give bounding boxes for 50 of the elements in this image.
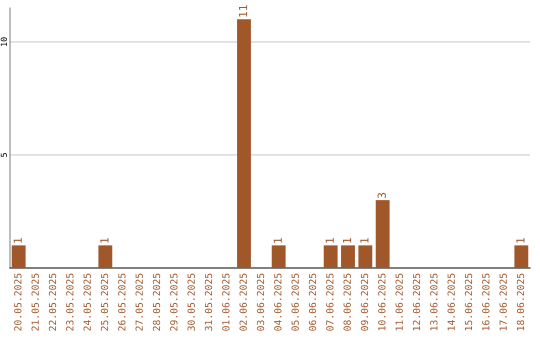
- data-label: 1: [14, 238, 22, 243]
- x-tick-label: 13.06.2025: [430, 274, 438, 330]
- data-label: 1: [342, 238, 352, 243]
- bar: [237, 19, 251, 268]
- data-label: 1: [360, 238, 368, 243]
- bar: [12, 245, 26, 268]
- x-tick-label: 02.06.2025: [239, 274, 247, 331]
- bar: [98, 245, 112, 268]
- x-tick-label: 01.06.2025: [222, 274, 230, 331]
- data-label: 11: [238, 5, 248, 17]
- x-tick-label: 29.05.2025: [170, 274, 178, 331]
- bar: [341, 245, 355, 268]
- x-tick-label: 26.05.2025: [118, 274, 126, 331]
- x-tick-label: 23.05.2025: [66, 274, 74, 331]
- x-tick-label: 22.05.2025: [48, 274, 56, 331]
- x-tick-label: 09.06.2025: [360, 274, 368, 331]
- x-tick-label: 06.06.2025: [308, 274, 316, 331]
- bar: [324, 245, 338, 268]
- x-tick-label: 17.06.2025: [499, 274, 507, 330]
- bar: [272, 245, 286, 268]
- data-label: 1: [274, 238, 282, 243]
- bar: [514, 245, 528, 268]
- x-tick-label: 08.06.2025: [343, 274, 351, 331]
- x-tick-label: 05.06.2025: [291, 274, 299, 331]
- x-tick-label: 31.05.2025: [204, 274, 212, 331]
- x-tick-label: 18.06.2025: [516, 274, 524, 330]
- x-tick-label: 24.05.2025: [83, 274, 91, 331]
- x-tick-label: 28.05.2025: [152, 274, 160, 331]
- x-tick-label: 03.06.2025: [256, 274, 264, 331]
- x-tick-label: 10.06.2025: [378, 274, 386, 330]
- x-tick-label: 25.05.2025: [100, 274, 108, 331]
- x-tick-label: 14.06.2025: [447, 274, 455, 330]
- x-tick-label: 04.06.2025: [274, 274, 282, 331]
- x-tick-label: 20.05.2025: [14, 274, 22, 331]
- data-label: 1: [100, 238, 108, 243]
- bar: [358, 245, 372, 268]
- data-label: 1: [326, 238, 334, 243]
- bar: [376, 200, 390, 268]
- data-label: 3: [378, 192, 386, 198]
- data-label: 1: [516, 238, 524, 243]
- x-tick-label: 15.06.2025: [464, 274, 472, 330]
- x-tick-label: 11.06.2025: [395, 274, 403, 330]
- x-tick-label: 16.06.2025: [482, 274, 490, 330]
- x-tick-label: 21.05.2025: [31, 274, 39, 331]
- x-tick-label: 27.05.2025: [135, 274, 143, 331]
- x-tick-label: 07.06.2025: [326, 274, 334, 331]
- y-tick-label: 10: [0, 37, 7, 46]
- y-tick-label: 5: [0, 153, 7, 157]
- x-tick-label: 30.05.2025: [187, 274, 195, 331]
- x-tick-label: 12.06.2025: [412, 274, 420, 330]
